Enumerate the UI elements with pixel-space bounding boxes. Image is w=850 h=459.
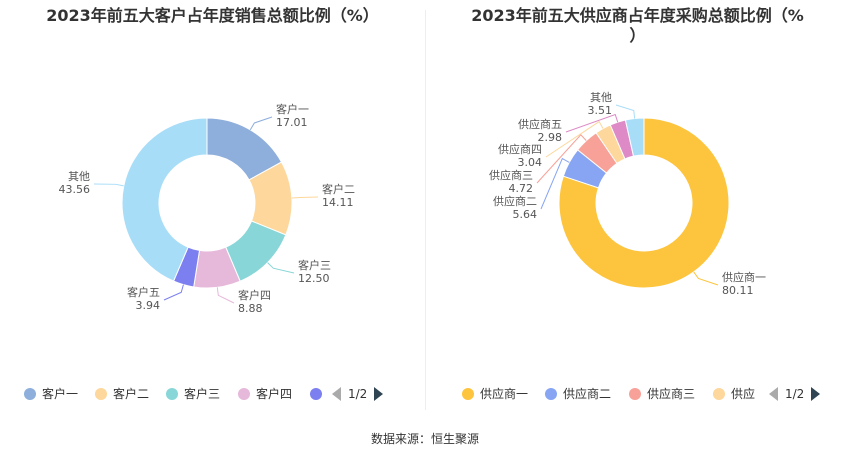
legend-label: 客户三	[184, 387, 221, 401]
slice-name-0-2: 客户三	[298, 258, 331, 272]
slice-value-1-5: 3.51	[588, 104, 613, 117]
data-source-note: 数据来源：恒生聚源	[370, 432, 479, 446]
slice-name-0-0: 客户一	[276, 102, 309, 116]
slice-name-1-0: 供应商一	[722, 270, 766, 284]
slice-value-1-4: 2.98	[538, 131, 563, 144]
slice-name-0-4: 客户五	[127, 285, 160, 299]
legend-item-0-overflow[interactable]	[310, 384, 328, 404]
slice-1-0[interactable]	[558, 117, 730, 289]
customer-chart-panel: 2023年前五大客户占年度销售总额比例（%） 客户一 17.01 客户二 14.11 客…	[0, 0, 425, 420]
legend-label: 供应商一	[480, 387, 529, 401]
pager-prev-icon[interactable]	[769, 387, 778, 401]
legend-label: 供应	[731, 387, 756, 401]
slice-value-1-0: 80.11	[722, 284, 754, 297]
legend-item-0-2[interactable]: 客户三	[166, 384, 220, 404]
slice-value-0-2: 12.50	[298, 272, 330, 285]
slice-name-1-2: 供应商三	[489, 168, 533, 182]
legend-dot-icon	[713, 388, 725, 400]
legend-dot-icon	[545, 388, 557, 400]
label-line-1-1	[540, 157, 570, 210]
legend-item-0-3[interactable]: 客户四	[238, 384, 292, 404]
supplier-legend: 供应商一 供应商二 供应商三 供应 1/2	[425, 384, 850, 404]
legend-pager: 1/2	[769, 384, 821, 404]
label-line-1-4	[565, 113, 619, 133]
pager-next-icon[interactable]	[811, 387, 821, 401]
slice-1-5[interactable]	[624, 117, 645, 157]
legend-item-1-0[interactable]: 供应商一	[462, 384, 528, 404]
legend-dot-icon	[238, 388, 250, 400]
slice-name-1-4: 供应商五	[518, 117, 562, 131]
legend-item-1-3[interactable]: 供应	[713, 384, 755, 404]
slice-value-0-1: 14.11	[322, 196, 354, 209]
slice-value-1-1: 5.64	[513, 208, 538, 221]
slice-name-1-1: 供应商二	[493, 194, 537, 208]
customer-legend: 客户一 客户二 客户三 客户四 1/2	[0, 384, 425, 404]
legend-item-0-0[interactable]: 客户一	[24, 384, 78, 404]
legend-dot-icon	[462, 388, 474, 400]
slice-value-0-5: 43.56	[59, 183, 91, 196]
slice-name-0-3: 客户四	[238, 288, 271, 302]
slice-name-0-1: 客户二	[322, 182, 355, 196]
label-line-0-4	[163, 284, 184, 301]
legend-dot-icon	[629, 388, 641, 400]
label-line-0-2	[267, 262, 295, 274]
label-line-1-5	[615, 104, 636, 119]
legend-dot-icon	[95, 388, 107, 400]
supplier-chart-title-line1: 2023年前五大供应商占年度采购总额比例（%	[471, 6, 804, 25]
legend-dot-icon	[310, 388, 322, 400]
slice-0-5[interactable]	[121, 117, 208, 282]
slice-value-0-0: 17.01	[276, 116, 308, 129]
legend-dot-icon	[24, 388, 36, 400]
slice-name-1-3: 供应商四	[498, 142, 542, 156]
pager-next-icon[interactable]	[374, 387, 384, 401]
pager-page-text: 1/2	[348, 387, 368, 401]
legend-pager: 1/2	[332, 384, 384, 404]
legend-label: 客户四	[256, 387, 293, 401]
label-line-0-3	[216, 287, 235, 304]
pager-page-text: 1/2	[785, 387, 805, 401]
supplier-chart-title-line2: ）	[629, 26, 646, 45]
supplier-chart-panel: 2023年前五大供应商占年度采购总额比例（% ） 供应商一 80.11 供应商二 5.…	[425, 0, 850, 420]
legend-label: 客户一	[42, 387, 79, 401]
label-line-0-5	[93, 183, 124, 187]
slice-name-1-5: 其他	[590, 91, 612, 104]
label-line-1-3	[545, 120, 604, 158]
label-line-0-0	[249, 116, 273, 131]
legend-label: 客户二	[113, 387, 150, 401]
slice-value-1-2: 4.72	[509, 182, 534, 195]
slice-name-0-5: 其他	[68, 170, 90, 183]
legend-item-0-1[interactable]: 客户二	[95, 384, 149, 404]
legend-item-1-1[interactable]: 供应商二	[545, 384, 611, 404]
slice-value-0-4: 3.94	[136, 299, 161, 312]
slice-value-1-3: 3.04	[518, 156, 543, 169]
slice-value-0-3: 8.88	[238, 302, 263, 315]
label-line-1-0	[693, 271, 719, 286]
legend-label: 供应商三	[647, 387, 696, 401]
pager-prev-icon[interactable]	[332, 387, 341, 401]
legend-item-1-2[interactable]: 供应商三	[629, 384, 695, 404]
customer-chart-title: 2023年前五大客户占年度销售总额比例（%）	[46, 6, 379, 25]
legend-dot-icon	[166, 388, 178, 400]
panel-divider	[425, 10, 426, 410]
label-line-0-1	[291, 196, 319, 199]
label-line-1-2	[536, 134, 587, 184]
supplier-chart-title: 2023年前五大供应商占年度采购总额比例（% ）	[435, 6, 840, 46]
legend-label: 供应商二	[563, 387, 612, 401]
